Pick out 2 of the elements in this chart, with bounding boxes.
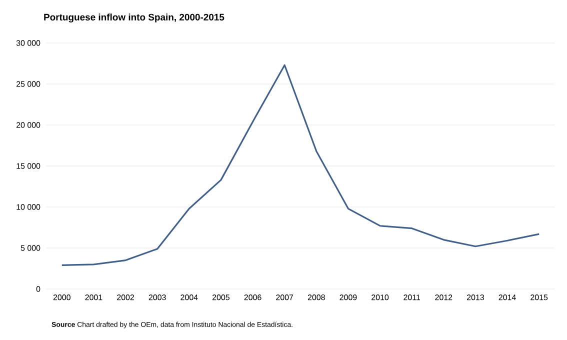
line-series	[61, 64, 540, 266]
chart-title: Portuguese inflow into Spain, 2000-2015	[44, 14, 224, 22]
